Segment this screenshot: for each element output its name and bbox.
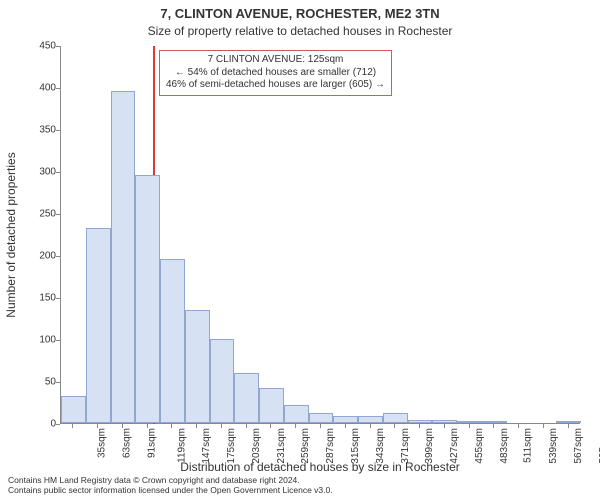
x-tick-mark (345, 424, 346, 428)
y-tick-mark (56, 298, 60, 299)
histogram-bar (135, 175, 160, 423)
y-tick-mark (56, 256, 60, 257)
histogram-bar (333, 416, 358, 423)
histogram-bar (61, 396, 86, 423)
y-tick-label: 250 (6, 209, 56, 220)
x-tick-label: 567sqm (573, 428, 584, 464)
histogram-bar (284, 405, 309, 423)
x-tick-label: 147sqm (202, 428, 213, 464)
y-tick-mark (56, 214, 60, 215)
x-tick-mark (147, 424, 148, 428)
y-tick-mark (56, 88, 60, 89)
x-tick-mark (72, 424, 73, 428)
x-tick-mark (419, 424, 420, 428)
y-tick-label: 100 (6, 335, 56, 346)
x-tick-mark (270, 424, 271, 428)
histogram-bar (185, 310, 210, 423)
histogram-bar (160, 259, 185, 423)
histogram-bar (234, 373, 259, 423)
x-tick-mark (221, 424, 222, 428)
histogram-bar (457, 421, 482, 423)
x-tick-mark (97, 424, 98, 428)
x-tick-mark (493, 424, 494, 428)
x-tick-label: 287sqm (325, 428, 336, 464)
x-tick-mark (469, 424, 470, 428)
x-tick-label: 231sqm (276, 428, 287, 464)
y-tick-mark (56, 340, 60, 341)
x-tick-label: 259sqm (301, 428, 312, 464)
y-tick-mark (56, 382, 60, 383)
x-tick-label: 91sqm (146, 428, 157, 458)
histogram-plot: 7 CLINTON AVENUE: 125sqm← 54% of detache… (60, 46, 580, 424)
x-tick-label: 371sqm (400, 428, 411, 464)
histogram-bar (111, 91, 136, 423)
footer-line-2: Contains public sector information licen… (8, 486, 592, 496)
histogram-bar (482, 421, 507, 423)
x-tick-label: 483sqm (499, 428, 510, 464)
x-tick-label: 119sqm (176, 428, 187, 463)
histogram-bar (86, 228, 111, 423)
x-tick-label: 455sqm (474, 428, 485, 464)
y-tick-label: 350 (6, 125, 56, 136)
x-tick-label: 399sqm (424, 428, 435, 464)
x-tick-label: 35sqm (97, 428, 108, 458)
y-tick-label: 0 (6, 419, 56, 430)
x-tick-mark (196, 424, 197, 428)
x-tick-label: 539sqm (548, 428, 559, 464)
x-tick-label: 175sqm (226, 428, 237, 464)
y-tick-mark (56, 424, 60, 425)
y-tick-label: 300 (6, 167, 56, 178)
x-tick-label: 343sqm (375, 428, 386, 464)
histogram-bar (383, 413, 408, 423)
x-tick-mark (122, 424, 123, 428)
x-tick-label: 315sqm (350, 428, 361, 464)
x-tick-mark (568, 424, 569, 428)
histogram-bar (259, 388, 284, 423)
x-tick-mark (444, 424, 445, 428)
page-subtitle: Size of property relative to detached ho… (0, 24, 600, 38)
x-tick-label: 427sqm (449, 428, 460, 464)
histogram-bar (358, 416, 383, 423)
y-tick-mark (56, 172, 60, 173)
histogram-bar (309, 413, 334, 423)
x-tick-mark (370, 424, 371, 428)
attribution-footer: Contains HM Land Registry data © Crown c… (8, 476, 592, 496)
x-tick-mark (171, 424, 172, 428)
x-tick-label: 511sqm (523, 428, 534, 463)
y-tick-label: 150 (6, 293, 56, 304)
x-tick-mark (543, 424, 544, 428)
y-tick-label: 50 (6, 377, 56, 388)
x-tick-mark (295, 424, 296, 428)
y-tick-mark (56, 46, 60, 47)
x-tick-mark (246, 424, 247, 428)
y-tick-label: 400 (6, 83, 56, 94)
x-tick-mark (518, 424, 519, 428)
x-tick-label: 203sqm (251, 428, 262, 464)
y-tick-mark (56, 130, 60, 131)
histogram-bar (432, 420, 457, 423)
x-tick-mark (394, 424, 395, 428)
x-tick-label: 63sqm (122, 428, 133, 458)
histogram-bar (556, 421, 581, 423)
y-tick-label: 200 (6, 251, 56, 262)
histogram-bar (408, 420, 433, 423)
y-tick-label: 450 (6, 41, 56, 52)
marker-annotation: 7 CLINTON AVENUE: 125sqm← 54% of detache… (159, 50, 392, 96)
x-tick-mark (320, 424, 321, 428)
histogram-bar (210, 339, 235, 423)
page-title: 7, CLINTON AVENUE, ROCHESTER, ME2 3TN (0, 6, 600, 21)
